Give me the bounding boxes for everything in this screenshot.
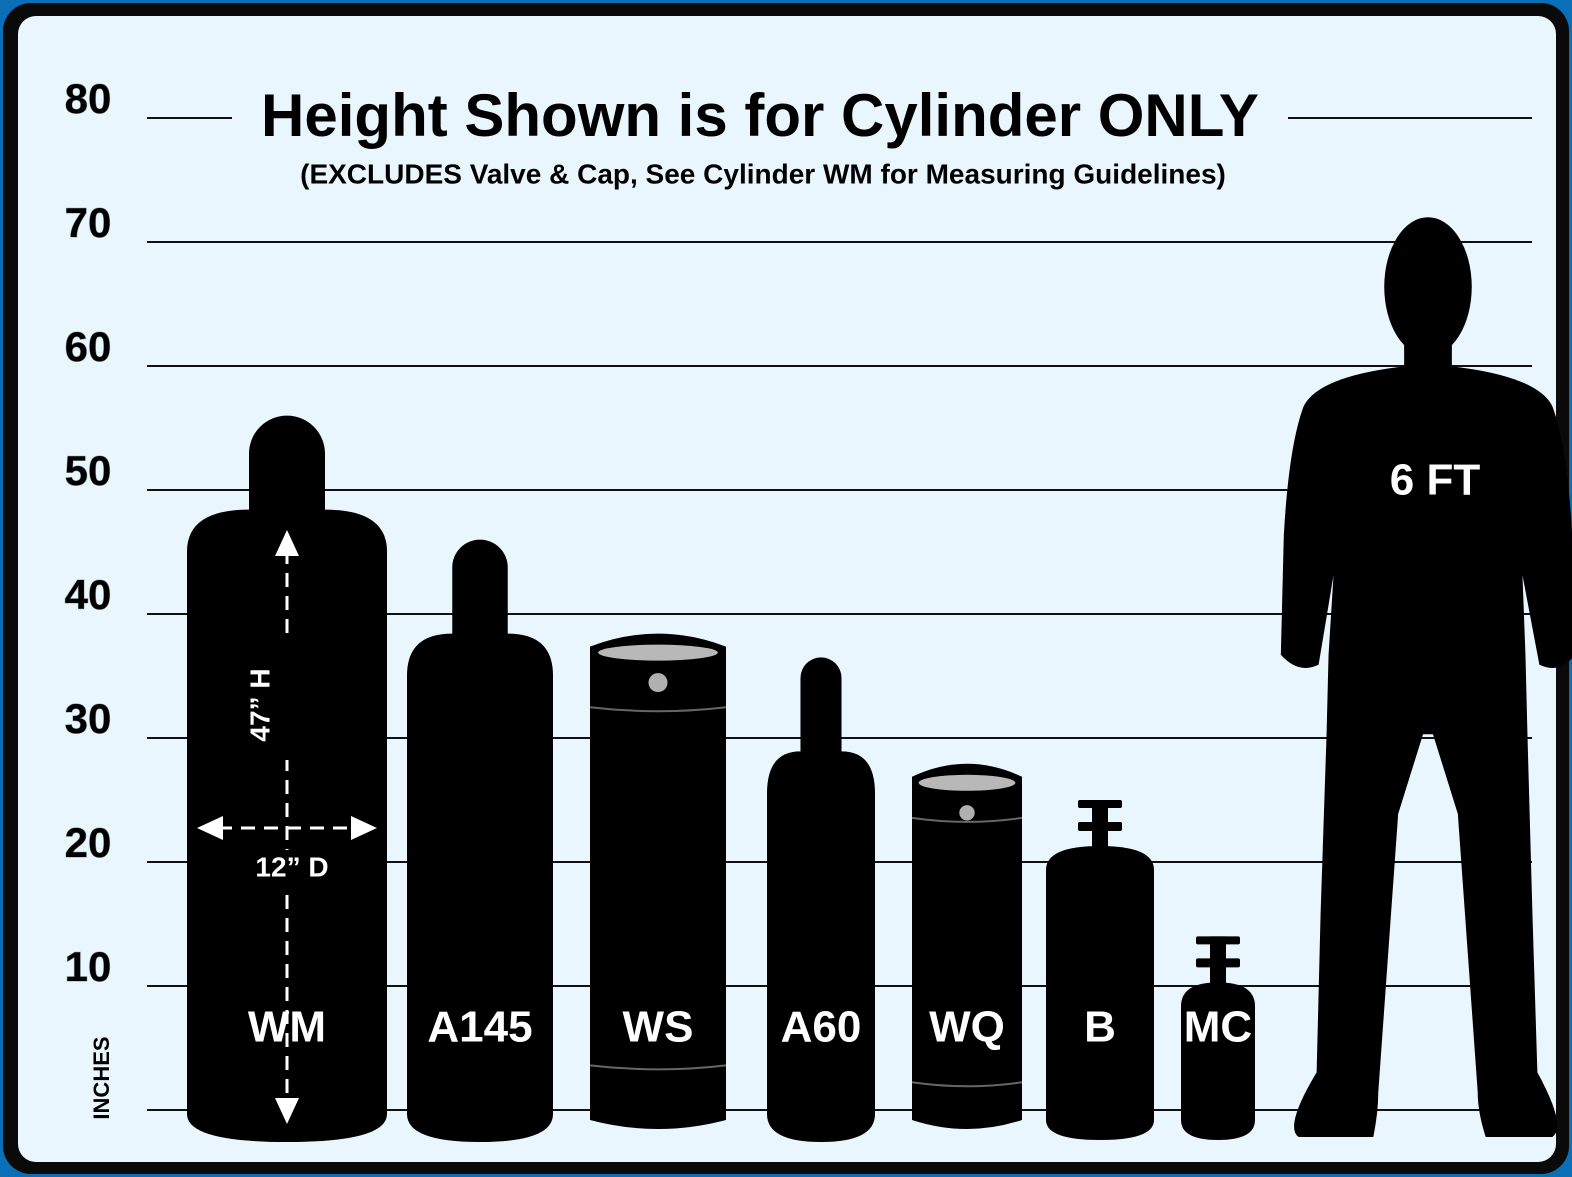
diameter-annotation: 12” D [255, 851, 328, 882]
keg-rim [598, 645, 718, 661]
y-tick-label: 30 [65, 695, 112, 742]
y-axis-label: INCHES [89, 1036, 114, 1119]
y-tick-label: 10 [65, 943, 112, 990]
cylinder-label: WQ [929, 1003, 1005, 1052]
chart-subtitle: (EXCLUDES Valve & Cap, See Cylinder WM f… [300, 158, 1226, 189]
page: 10 20 30 40 50 60 70 80 Height Shown is for Cyl… [0, 0, 1572, 1177]
y-tick-label: 20 [65, 819, 112, 866]
keg-rim [919, 775, 1016, 791]
cylinder-label: WS [623, 1003, 694, 1052]
y-tick-label: 80 [65, 75, 112, 122]
y-tick-label: 50 [65, 447, 112, 494]
y-tick-label: 40 [65, 571, 112, 618]
valve-collar [1078, 822, 1122, 831]
cylinder [1046, 846, 1154, 1140]
keg-hole [648, 673, 667, 692]
y-tick-label: 70 [65, 199, 112, 246]
person-head [1384, 217, 1472, 356]
cylinder-label: MC [1184, 1003, 1252, 1052]
cylinder-label: A145 [427, 1003, 532, 1052]
y-tick-label: 60 [65, 323, 112, 370]
cylinder-label: B [1084, 1003, 1116, 1052]
cylinder-label: A60 [781, 1003, 862, 1052]
chart-title: Height Shown is for Cylinder ONLY [261, 82, 1259, 149]
height-annotation: 47” H [244, 668, 275, 741]
keg-hole [959, 805, 974, 820]
valve-collar [1196, 958, 1240, 967]
chart: 10 20 30 40 50 60 70 80 Height Shown is for Cyl… [0, 0, 1572, 1177]
reference-label: 6 FT [1390, 456, 1481, 505]
cylinder [590, 634, 726, 1129]
